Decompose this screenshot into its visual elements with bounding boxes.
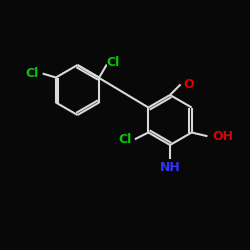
Text: Cl: Cl [118,133,131,146]
Text: NH: NH [160,161,180,174]
Text: Cl: Cl [107,56,120,68]
Text: OH: OH [212,130,233,143]
Text: O: O [183,78,194,91]
Text: Cl: Cl [26,67,39,80]
